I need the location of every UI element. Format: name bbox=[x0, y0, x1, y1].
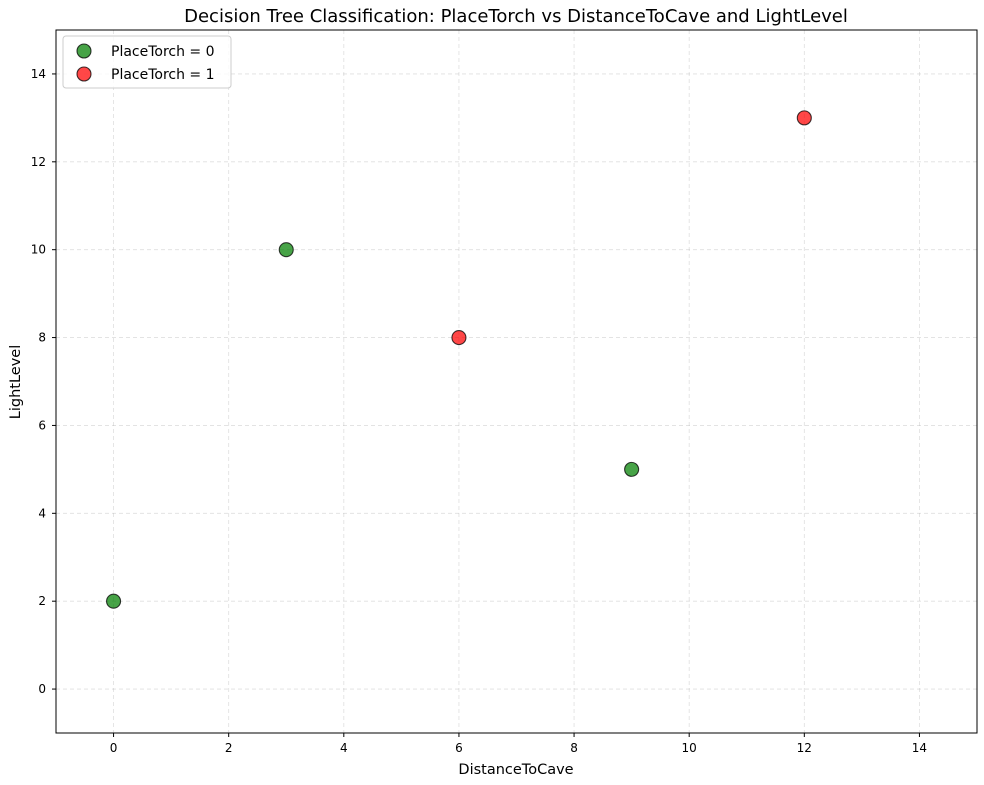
x-tick-label: 8 bbox=[570, 741, 578, 755]
legend-marker-series-0 bbox=[76, 43, 92, 59]
y-tick-label: 14 bbox=[31, 67, 46, 81]
data-point-series-0 bbox=[278, 242, 294, 258]
chart-title: Decision Tree Classification: PlaceTorch… bbox=[184, 6, 848, 27]
y-axis-label: LightLevel bbox=[8, 345, 24, 419]
x-tick-label: 12 bbox=[797, 741, 812, 755]
legend-label-series-1: PlaceTorch = 1 bbox=[111, 67, 215, 83]
y-tick-label: 0 bbox=[38, 682, 46, 696]
x-tick-label: 14 bbox=[912, 741, 927, 755]
plot-area-frame bbox=[55, 29, 978, 734]
x-tick-label: 10 bbox=[682, 741, 697, 755]
y-tick-label: 10 bbox=[31, 243, 46, 257]
y-tick-label: 12 bbox=[31, 155, 46, 169]
data-point-series-1 bbox=[451, 330, 467, 346]
y-tick-label: 2 bbox=[38, 594, 46, 608]
x-tick-label: 4 bbox=[340, 741, 348, 755]
axis-ticks: 0 2 4 6 8 10 12 14 0 2 4 6 8 10 12 14 bbox=[31, 67, 927, 755]
data-point-series-0 bbox=[106, 593, 122, 609]
legend: PlaceTorch = 0 PlaceTorch = 1 bbox=[62, 35, 232, 89]
legend-label-series-0: PlaceTorch = 0 bbox=[111, 44, 215, 60]
x-axis-label: DistanceToCave bbox=[458, 762, 573, 778]
x-tick-label: 0 bbox=[110, 741, 118, 755]
x-tick-label: 2 bbox=[225, 741, 233, 755]
legend-box bbox=[62, 35, 232, 89]
legend-marker-series-1 bbox=[76, 66, 92, 82]
grid bbox=[56, 30, 977, 733]
y-tick-label: 8 bbox=[38, 331, 46, 345]
x-tick-label: 6 bbox=[455, 741, 463, 755]
y-tick-label: 4 bbox=[38, 506, 46, 520]
data-points bbox=[106, 110, 812, 609]
data-point-series-0 bbox=[624, 461, 640, 477]
data-point-series-1 bbox=[796, 110, 812, 126]
y-tick-label: 6 bbox=[38, 418, 46, 432]
